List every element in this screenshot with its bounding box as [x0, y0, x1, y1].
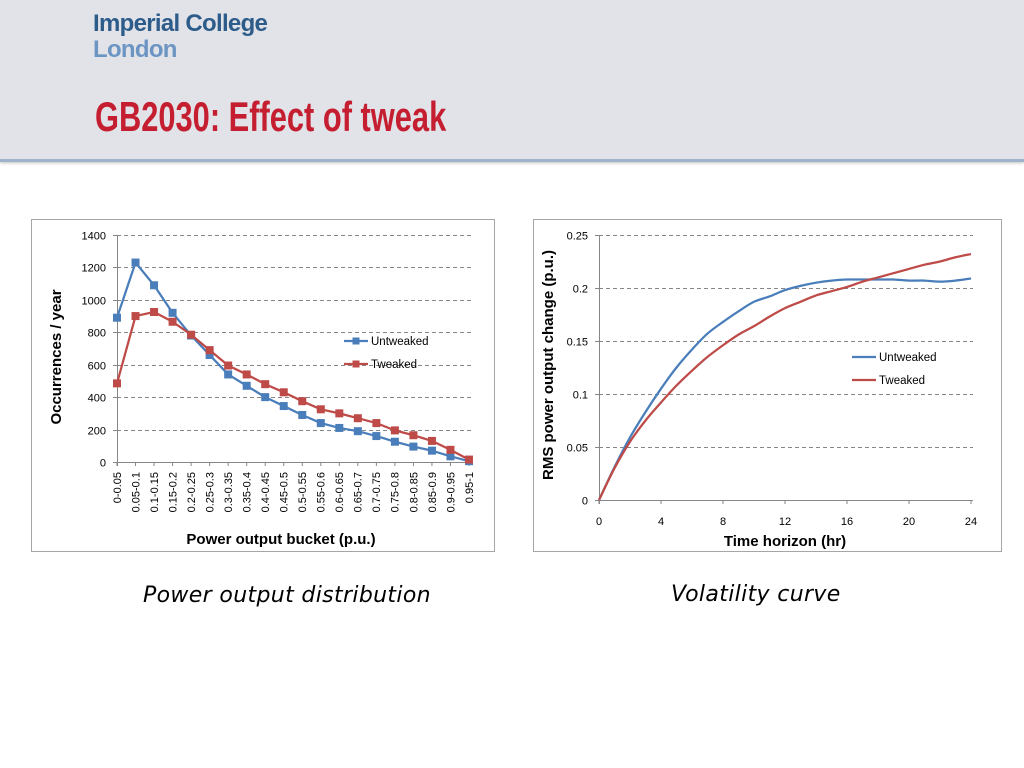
caption-volatility-curve: Volatility curve: [671, 582, 841, 607]
slide-title: GB2030: Effect of tweak: [95, 93, 447, 140]
tweaked-data-point: [335, 409, 344, 418]
untweaked-data-point: [150, 281, 159, 290]
volatility-curve-chart: 0 0.05 0.1 0.15 0.2 0.25 0 4 8 12 16 20 24 Untweaked T…: [533, 219, 1002, 552]
header-band: [0, 0, 1024, 162]
untweaked-data-point: [409, 442, 418, 451]
y-tick-label: 1200: [82, 263, 106, 275]
tweaked-legend-marker: [352, 360, 360, 368]
x-tick-label: 0.25-0.3: [204, 472, 216, 512]
tweaked-data-point: [168, 317, 177, 326]
tweaked-data-point: [131, 312, 140, 321]
y-axis-title: RMS power output change (p.u.): [540, 250, 557, 480]
untweaked-data-point: [242, 381, 251, 390]
x-tick-label: 0.5-0.55: [297, 472, 309, 512]
tweaked-data-point: [372, 419, 381, 428]
y-tick-label: 600: [88, 361, 106, 373]
y-axis-title: Occurrences / year: [48, 289, 65, 424]
y-tick-label: 0: [100, 458, 106, 470]
x-tick-label: 0.9-0.95: [445, 472, 457, 512]
tweaked-data-point: [113, 379, 121, 388]
tweaked-data-point: [242, 370, 251, 379]
untweaked-legend-marker: [352, 337, 360, 345]
untweaked-data-point: [335, 423, 344, 432]
x-tick-label: 0: [596, 516, 602, 528]
tweaked-data-point: [150, 308, 159, 317]
tweaked-data-point: [409, 431, 418, 440]
chart-frame: [533, 219, 1002, 552]
y-tick-label: 0.1: [573, 390, 588, 402]
untweaked-data-point: [168, 308, 177, 317]
y-tick-label: 0.2: [573, 284, 588, 296]
x-tick-label: 0.8-0.85: [408, 472, 420, 512]
tweaked-data-point: [353, 414, 362, 423]
tweaked-data-point: [446, 445, 455, 454]
y-tick-label: 0.25: [567, 231, 588, 243]
x-tick-label: 0.05-0.1: [130, 472, 142, 512]
x-tick-label: 0.65-0.7: [353, 472, 365, 512]
x-tick-label: 0.55-0.6: [316, 472, 328, 512]
untweaked-legend-label: Untweaked: [371, 336, 429, 348]
untweaked-data-point: [131, 258, 140, 267]
y-tick-label: 1000: [82, 296, 106, 308]
tweaked-legend-label: Tweaked: [879, 375, 925, 387]
y-tick-label: 400: [88, 393, 106, 405]
tweaked-data-point: [465, 455, 473, 464]
logo-line-2: London: [93, 36, 177, 63]
x-tick-label: 0.7-0.75: [371, 472, 383, 512]
x-axis-title: Time horizon (hr): [724, 533, 846, 550]
tweaked-data-point: [427, 436, 436, 445]
untweaked-series-line: [597, 277, 972, 501]
untweaked-data-point: [446, 452, 455, 461]
x-tick-label: 20: [903, 516, 915, 528]
untweaked-data-point: [298, 410, 307, 419]
untweaked-data-point: [224, 370, 233, 379]
x-tick-label: 12: [779, 516, 791, 528]
y-tick-label: 0: [582, 496, 588, 508]
untweaked-data-point: [353, 427, 362, 436]
x-tick-label: 24: [965, 516, 977, 528]
x-tick-label: 16: [841, 516, 853, 528]
x-tick-label: 0.2-0.25: [186, 472, 198, 512]
y-tick-label: 0.05: [567, 443, 588, 455]
power-output-distribution-chart: 0 200 400 600 800 1000 1200 1400 0-0.05 0.05-0.1 0…: [31, 219, 495, 552]
untweaked-data-point: [316, 419, 325, 428]
untweaked-data-point: [390, 437, 399, 446]
tweaked-data-point: [187, 330, 196, 339]
x-tick-label: 8: [720, 516, 726, 528]
x-tick-label: 0.4-0.45: [260, 472, 272, 512]
y-tick-label: 200: [88, 426, 106, 438]
x-tick-label: 0.45-0.5: [279, 472, 291, 512]
x-tick-label: 0-0.05: [112, 472, 124, 503]
untweaked-data-point: [113, 313, 121, 322]
untweaked-data-point: [372, 432, 381, 441]
x-tick-label: 0.15-0.2: [167, 472, 179, 512]
x-tick-label: 0.35-0.4: [242, 472, 254, 512]
x-tick-label: 0.95-1: [464, 472, 476, 503]
tweaked-data-point: [316, 405, 325, 414]
tweaked-data-point: [279, 388, 288, 397]
x-tick-label: 0.6-0.65: [334, 472, 346, 512]
x-tick-label: 0.75-0.8: [390, 472, 402, 512]
y-tick-label: 800: [88, 328, 106, 340]
untweaked-data-point: [261, 393, 270, 402]
y-tick-label: 1400: [82, 231, 106, 243]
tweaked-data-point: [205, 346, 214, 355]
tweaked-data-point: [261, 380, 270, 389]
x-tick-label: 0.85-0.9: [427, 472, 439, 512]
x-axis-title: Power output bucket (p.u.): [186, 531, 375, 548]
x-tick-label: 0.1-0.15: [149, 472, 161, 512]
untweaked-data-point: [427, 446, 436, 455]
tweaked-data-point: [224, 361, 233, 370]
logo-line-1: Imperial College: [93, 10, 268, 37]
tweaked-data-point: [298, 397, 307, 406]
caption-power-output-distribution: Power output distribution: [143, 583, 431, 608]
tweaked-series-line: [597, 252, 972, 501]
untweaked-data-point: [279, 402, 288, 411]
untweaked-legend-label: Untweaked: [879, 352, 937, 364]
x-tick-label: 4: [658, 516, 664, 528]
tweaked-legend-label: Tweaked: [371, 359, 417, 371]
tweaked-data-point: [390, 426, 399, 435]
x-tick-label: 0.3-0.35: [223, 472, 235, 512]
y-tick-label: 0.15: [567, 337, 588, 349]
